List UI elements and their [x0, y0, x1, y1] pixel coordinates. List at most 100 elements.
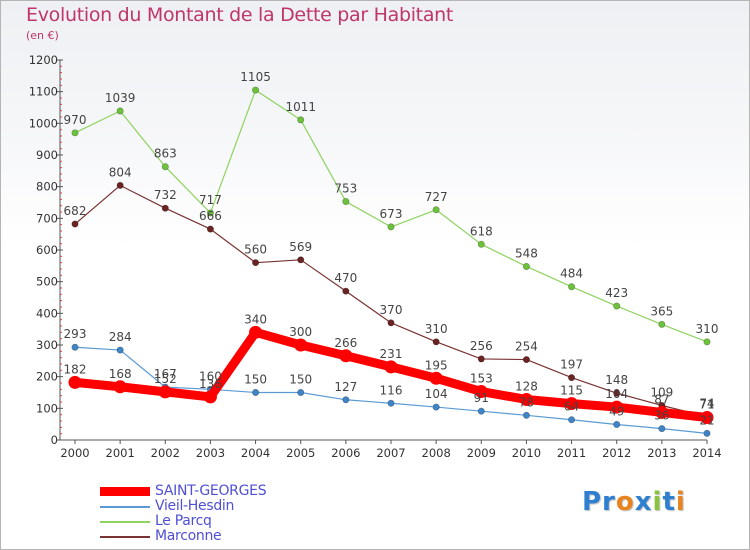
data-label: 231: [380, 347, 403, 361]
data-label: 310: [696, 322, 719, 336]
series-marconne: [71, 181, 711, 421]
data-label: 182: [64, 362, 87, 376]
data-point: [294, 338, 308, 352]
series-layer: [68, 86, 714, 437]
y-tick-label: 1000: [29, 116, 58, 130]
data-point: [387, 319, 395, 327]
data-label: 168: [109, 367, 132, 381]
legend-label: Marconne: [155, 528, 222, 544]
x-tick-label: 2010: [512, 446, 541, 460]
data-point: [432, 206, 440, 214]
data-point: [297, 388, 305, 396]
x-tick-label: 2006: [331, 446, 360, 460]
data-point: [71, 343, 79, 351]
data-point: [161, 163, 169, 171]
data-label: 1039: [105, 91, 136, 105]
data-label: 666: [199, 209, 222, 223]
logo-letter: i: [675, 487, 686, 517]
x-tick-label: 2012: [602, 446, 631, 460]
data-label: 150: [244, 373, 267, 387]
data-label: 618: [470, 224, 493, 238]
data-label: 150: [289, 373, 312, 387]
data-label: 64: [564, 400, 579, 414]
data-point: [610, 400, 624, 414]
data-point: [203, 390, 217, 404]
data-label: 484: [560, 267, 583, 281]
x-tick-label: 2013: [647, 446, 676, 460]
data-label: 717: [199, 193, 222, 207]
legend-label: Vieil-Hesdin: [155, 498, 235, 514]
data-label: 300: [289, 325, 312, 339]
data-point: [161, 204, 169, 212]
chart-title: Evolution du Montant de la Dette par Hab…: [26, 4, 454, 26]
data-point: [703, 429, 711, 437]
data-point: [613, 389, 621, 397]
y-tick-label: 300: [36, 338, 58, 352]
data-point: [568, 283, 576, 291]
data-point: [342, 287, 350, 295]
y-tick-label: 700: [36, 211, 58, 225]
data-label: 266: [334, 336, 357, 350]
data-point: [116, 346, 124, 354]
y-tick-label: 800: [36, 180, 58, 194]
data-label: 254: [515, 340, 538, 354]
data-label: 284: [109, 330, 132, 344]
data-point: [387, 399, 395, 407]
data-label: 128: [515, 379, 538, 393]
data-label: 673: [380, 207, 403, 221]
data-point: [206, 225, 214, 233]
y-tick-label: 1100: [29, 85, 58, 99]
data-point: [252, 86, 260, 94]
legend-swatch: [100, 487, 150, 496]
data-label: 116: [380, 383, 403, 397]
x-tick-label: 2008: [422, 446, 451, 460]
data-point: [477, 240, 485, 248]
logo-letter: o: [615, 487, 635, 517]
data-label: 74: [699, 397, 714, 411]
data-label: 569: [289, 240, 312, 254]
data-label: 753: [334, 182, 357, 196]
y-tick-label: 100: [36, 401, 58, 415]
data-point: [522, 356, 530, 364]
y-tick-label: 900: [36, 148, 58, 162]
chart-axes: 0 100 200 300 400 500 600 700 800 900 1000 1100 1200…: [29, 53, 722, 460]
data-point: [613, 420, 621, 428]
data-point: [519, 392, 533, 406]
data-point: [477, 355, 485, 363]
y-tick-label: 1200: [29, 53, 58, 67]
x-tick-label: 2009: [467, 446, 496, 460]
data-label: 804: [109, 165, 132, 179]
data-label: 197: [560, 358, 583, 372]
legend-label: SAINT-GEORGES: [155, 483, 267, 499]
data-point: [387, 223, 395, 231]
data-label: 1105: [240, 70, 271, 84]
data-point: [252, 388, 260, 396]
y-tick-label: 200: [36, 370, 58, 384]
data-label: 136: [199, 377, 222, 391]
data-label: 256: [470, 339, 493, 353]
x-tick-label: 2000: [60, 446, 89, 460]
data-point: [342, 396, 350, 404]
legend-swatch: [100, 536, 150, 538]
data-label: 195: [425, 358, 448, 372]
x-tick-label: 2001: [106, 446, 135, 460]
data-point: [522, 411, 530, 419]
data-label: 91: [474, 391, 489, 405]
data-label: 682: [64, 204, 87, 218]
data-label: 293: [64, 327, 87, 341]
data-label: 727: [425, 190, 448, 204]
data-label: 370: [380, 303, 403, 317]
data-label: 127: [334, 380, 357, 394]
data-label: 167: [154, 367, 177, 381]
data-point: [252, 259, 260, 267]
x-tick-label: 2003: [196, 446, 225, 460]
y-tick-label: 600: [36, 243, 58, 257]
data-label: 152: [154, 372, 177, 386]
proxiti-logo: Proxiti: [582, 487, 686, 517]
data-point: [297, 256, 305, 264]
data-point: [613, 302, 621, 310]
logo-letter: t: [662, 487, 676, 517]
data-label: 1011: [285, 100, 316, 114]
data-label: 160: [199, 369, 222, 383]
x-tick-label: 2005: [286, 446, 315, 460]
